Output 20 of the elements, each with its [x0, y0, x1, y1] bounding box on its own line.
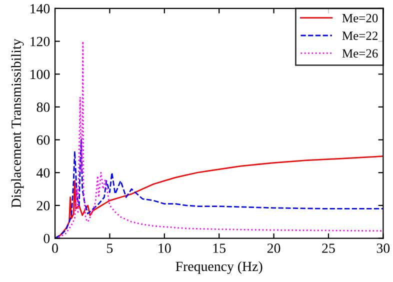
legend-label: Me=22 — [342, 32, 378, 40]
x-tick-label: 30 — [376, 244, 390, 253]
y-axis-title: Displacement Transmissibility — [11, 38, 24, 208]
x-tick-label: 15 — [213, 244, 226, 253]
x-tick-label: 20 — [267, 244, 280, 253]
legend-label: Me=26 — [342, 49, 378, 58]
x-tick-label: 5 — [107, 244, 113, 253]
x-axis-title: Frequency (Hz) — [176, 261, 262, 274]
y-tick-label: 120 — [30, 36, 50, 46]
y-tick-label: 0 — [44, 234, 50, 244]
y-tick-label: 140 — [30, 4, 50, 14]
y-tick-label: 40 — [36, 168, 50, 178]
y-tick-label: 20 — [36, 201, 50, 210]
y-tick-label: 100 — [30, 70, 50, 80]
x-tick-label: 25 — [322, 244, 335, 253]
y-tick-label: 80 — [36, 102, 50, 112]
legend-label: Me=20 — [342, 14, 378, 22]
x-tick-label: 0 — [52, 244, 58, 253]
x-tick-label: 10 — [158, 244, 171, 253]
y-tick-label: 60 — [36, 135, 50, 145]
